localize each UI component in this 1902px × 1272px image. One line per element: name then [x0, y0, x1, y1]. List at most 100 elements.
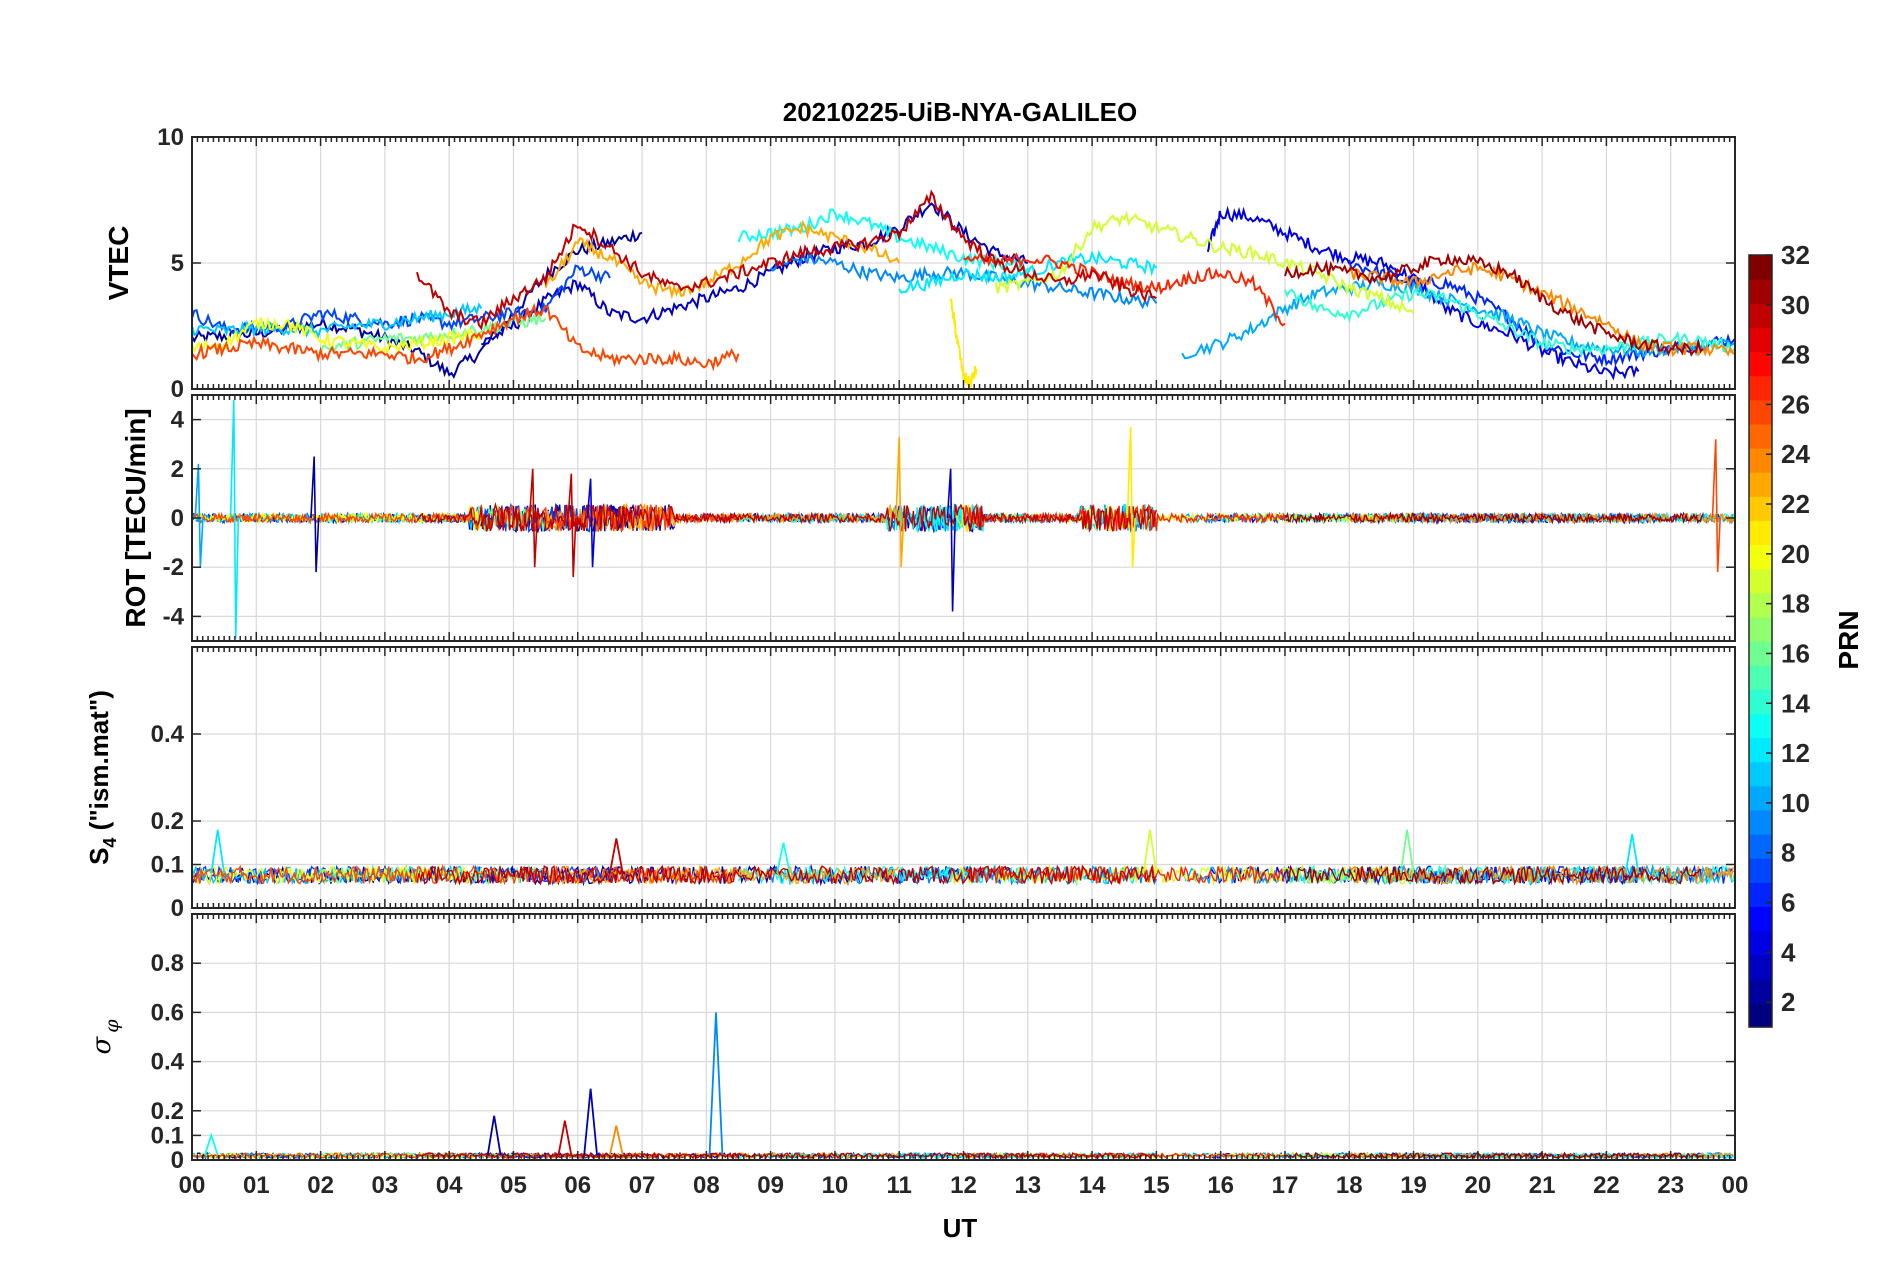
y-tick-label: 0.4: [151, 1049, 185, 1076]
rot-spike-prn-26: [1711, 439, 1722, 573]
colorbar-segment: [1749, 906, 1772, 932]
sigmaphi-peak-prn-2: [486, 1115, 502, 1156]
colorbar-segment: [1749, 713, 1772, 739]
vtec-series-prn-24: [1348, 261, 1735, 358]
x-tick-label: 17: [1272, 1172, 1299, 1199]
colorbar-tick-label: 32: [1781, 240, 1810, 270]
rot-spike-prn-4: [586, 478, 596, 568]
colorbar-tick-label: 4: [1781, 937, 1796, 967]
colorbar-tick-label: 26: [1781, 389, 1810, 419]
x-tick-label: 00: [1722, 1172, 1749, 1199]
vtec-series-prn-26: [192, 302, 740, 372]
colorbar-segment: [1749, 641, 1772, 666]
sigmaphi-peak-prn-30: [557, 1120, 573, 1156]
vtec-series-prn-10: [1181, 276, 1735, 360]
colorbar-segment: [1749, 665, 1772, 690]
rot-spike-prn-12: [229, 399, 240, 639]
x-tick-label: 18: [1336, 1172, 1363, 1199]
vtec-series-prn-30: [416, 189, 1157, 331]
y-axis-label: VTEC: [103, 226, 134, 301]
x-tick-label: 05: [500, 1172, 527, 1199]
x-tick-label: 14: [1079, 1172, 1106, 1199]
vtec-series-prn-23: [544, 219, 901, 300]
y-tick-label: 0.4: [151, 721, 185, 748]
x-tick-label: 22: [1593, 1172, 1620, 1199]
colorbar-segment: [1749, 279, 1772, 304]
vtec-series-prn-31: [1284, 252, 1704, 357]
y-tick-label: 4: [171, 407, 185, 434]
x-tick-label: 23: [1657, 1172, 1684, 1199]
colorbar-tick-label: 18: [1781, 589, 1810, 619]
vtec-series-prn-4: [1206, 205, 1640, 381]
colorbar-segment: [1749, 930, 1772, 956]
x-tick-label: 13: [1014, 1172, 1041, 1199]
x-axis-label: UT: [943, 1213, 978, 1243]
colorbar-segment: [1749, 785, 1772, 811]
y-tick-label: 0.6: [151, 999, 184, 1026]
x-tick-label: 19: [1400, 1172, 1427, 1199]
y-tick-label: 0: [171, 505, 184, 532]
y-tick-label: 0: [171, 376, 184, 403]
y-tick-label: 0.1: [151, 852, 184, 879]
rot-spike-prn-3: [946, 468, 956, 612]
s4-series-prn-20: [192, 864, 482, 886]
colorbar-segment: [1749, 351, 1772, 377]
colorbar-tick-label: 16: [1781, 638, 1810, 668]
y-tick-label: 0.2: [151, 808, 184, 835]
ticks: [191, 395, 1736, 641]
rot-spike-prn-2: [310, 456, 320, 573]
ticks: [191, 914, 1736, 1161]
figure-title: 20210225-UiB-NYA-GALILEO: [783, 97, 1138, 127]
data-layer: [192, 829, 1735, 887]
x-tick-label: 00: [179, 1172, 206, 1199]
x-tick-label: 03: [372, 1172, 399, 1199]
s4-peak-prn-13: [776, 842, 791, 874]
x-tick-label: 15: [1143, 1172, 1170, 1199]
colorbar-segment: [1749, 737, 1772, 763]
sigmaphi-peak-prn-9: [708, 1012, 724, 1156]
x-tick-label: 01: [243, 1172, 270, 1199]
s4-peak-prn-12: [1624, 833, 1640, 874]
panel-sigmaphi: 00.10.2 0.4 0.6 0.8 σφ 00 01 02 03 04 05 06 07 08 09 10…: [87, 913, 1749, 1199]
vtec-series-prn-19: [994, 210, 1415, 315]
colorbar-segment: [1749, 303, 1772, 328]
s4-peak-prn-12: [210, 829, 226, 874]
rot-series-prn-16: [320, 504, 547, 532]
y-tick-label: 0: [171, 1147, 184, 1174]
vtec-series-prn-20: [192, 315, 483, 358]
y-tick-label: -4: [163, 603, 185, 630]
x-tick-label: 11: [887, 1172, 912, 1199]
vtec-series-prn-14: [1284, 287, 1735, 359]
data-layer: [192, 189, 1735, 388]
colorbar-segment: [1749, 882, 1772, 907]
rot-spike-prn-30: [528, 468, 539, 568]
colorbar-segment: [1749, 520, 1772, 546]
y-axis-label: ROT [TECU/min]: [120, 408, 151, 627]
y-tick-label: 5: [171, 250, 184, 277]
colorbar-segment: [1749, 592, 1772, 618]
rot-series-prn-27: [962, 503, 1286, 532]
colorbar-segment: [1749, 568, 1772, 594]
colorbar-tick-label: 30: [1781, 290, 1810, 320]
vtec-series-prn-13: [737, 208, 1029, 277]
grid: [192, 914, 1735, 1161]
y-tick-label: 0: [171, 895, 184, 922]
vtec-series-prn-2: [192, 228, 643, 379]
x-tick-label: 20: [1464, 1172, 1491, 1199]
s4-series-prn-19: [994, 863, 1413, 887]
colorbar-segment: [1749, 327, 1772, 353]
colorbar-tick-label: 8: [1781, 838, 1795, 868]
colorbar-label: PRN: [1833, 610, 1864, 669]
colorbar-tick-label: 14: [1781, 688, 1810, 718]
y-tick-label: 0.8: [151, 950, 184, 977]
colorbar-tick-label: 10: [1781, 788, 1810, 818]
colorbar-tick-label: 24: [1781, 439, 1810, 469]
x-tick-label: 04: [436, 1172, 463, 1199]
y-tick-label: -2: [163, 554, 184, 581]
x-tick-label: 08: [693, 1172, 720, 1199]
rot-series-prn-30: [417, 501, 1158, 533]
colorbar-box: [1748, 254, 1773, 1028]
x-tick-label: 16: [1207, 1172, 1234, 1199]
